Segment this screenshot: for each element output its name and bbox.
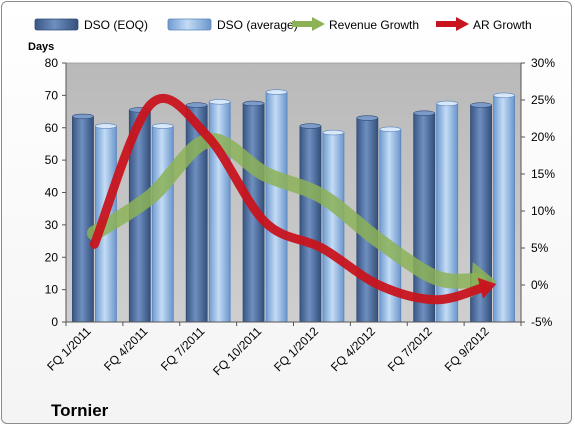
right-tick-label: 15% — [531, 167, 555, 181]
bar-dso-average-top — [95, 123, 117, 129]
bar-dso-eoq-top — [299, 123, 322, 129]
bar-dso-average — [265, 91, 288, 323]
revenue-growth-line — [86, 133, 486, 289]
left-tick-label: 40 — [45, 186, 59, 200]
legend-item-dso-eoq: DSO (EOQ) — [34, 18, 148, 32]
legend-item-ar-growth: AR Growth — [436, 17, 532, 32]
x-tick-label: FQ 7/2011 — [158, 324, 208, 374]
right-tick-label: 25% — [531, 93, 555, 107]
bar-dso-eoq-top — [185, 102, 208, 108]
bar-dso-eoq-top — [72, 113, 94, 120]
right-tick-label: 0% — [531, 278, 549, 292]
bar-dso-eoq — [413, 112, 436, 323]
ar-growth-line — [89, 93, 489, 305]
x-tick-label: FQ 7/2012 — [385, 324, 435, 374]
x-tick-label: FQ 10/2011 — [210, 324, 264, 378]
bar-dso-eoq — [299, 125, 322, 323]
left-tick-label: 60 — [45, 121, 59, 135]
legend-label-ar-growth: AR Growth — [473, 18, 532, 32]
bar-dso-average — [436, 103, 459, 323]
x-tick-label: FQ 9/2012 — [442, 324, 492, 374]
bar-dso-average — [493, 94, 515, 323]
x-tick-label: FQ 1/2012 — [271, 324, 321, 374]
right-tick-label: 30% — [531, 56, 555, 70]
bar-dso-average-top — [322, 129, 345, 136]
bar-dso-average-top — [493, 92, 515, 99]
legend-label-dso-average: DSO (average) — [217, 18, 298, 32]
legend-swatch-dso-average — [167, 18, 212, 31]
left-axis-ticks: 0 10 20 30 40 50 60 70 80 — [45, 56, 67, 329]
bar-dso-average-top — [152, 123, 174, 129]
legend-label-dso-eoq: DSO (EOQ) — [84, 18, 148, 32]
growth-lines — [86, 93, 497, 305]
x-tick-label: FQ 1/2011 — [44, 324, 94, 374]
company-name: Tornier — [51, 401, 109, 420]
left-tick-label: 50 — [45, 153, 59, 167]
x-axis-ticks: FQ 1/2011 FQ 4/2011 FQ 7/2011 FQ 10/2011 FQ … — [44, 321, 522, 378]
x-tick-label: FQ 4/2012 — [328, 324, 378, 374]
right-tick-label: 5% — [531, 241, 549, 255]
bar-dso-average — [151, 125, 174, 323]
bar-dso-average-top — [436, 100, 458, 107]
bar-dso-average-top — [265, 89, 288, 95]
left-tick-label: 70 — [45, 88, 59, 102]
legend-arrowhead-revenue-growth — [312, 17, 325, 31]
left-tick-label: 10 — [45, 283, 59, 297]
legend-arrowhead-ar-growth — [456, 17, 469, 31]
bar-dso-eoq-top — [470, 102, 492, 108]
bar-dso-average-top — [208, 99, 231, 105]
left-tick-label: 80 — [45, 56, 59, 70]
bar-dso-eoq-top — [242, 100, 265, 107]
legend-item-dso-average: DSO (average) — [167, 18, 298, 32]
right-tick-label: 20% — [531, 130, 555, 144]
bar-dso-eoq-top — [413, 110, 435, 116]
right-tick-label: -5% — [531, 315, 553, 329]
legend-item-revenue-growth: Revenue Growth — [292, 17, 419, 32]
legend-swatch-dso-eoq — [34, 18, 79, 31]
y-axis-title: Days — [28, 41, 54, 53]
legend-label-revenue-growth: Revenue Growth — [329, 18, 419, 32]
ar-growth-arrowhead — [477, 277, 497, 299]
legend: DSO (EOQ) DSO (average) Revenue Growth A… — [34, 17, 532, 32]
bar-dso-eoq-top — [356, 115, 379, 121]
right-axis-ticks: -5% 0% 5% 10% 15% 20% 25% 30% — [520, 56, 555, 329]
left-tick-label: 20 — [45, 250, 59, 264]
bar-dso-average-top — [379, 126, 402, 133]
left-tick-label: 0 — [51, 315, 58, 329]
bar-dso-eoq — [72, 116, 94, 323]
right-tick-label: 10% — [531, 204, 555, 218]
left-tick-label: 30 — [45, 218, 59, 232]
x-tick-label: FQ 4/2011 — [101, 324, 151, 374]
bar-dso-average — [322, 132, 345, 323]
